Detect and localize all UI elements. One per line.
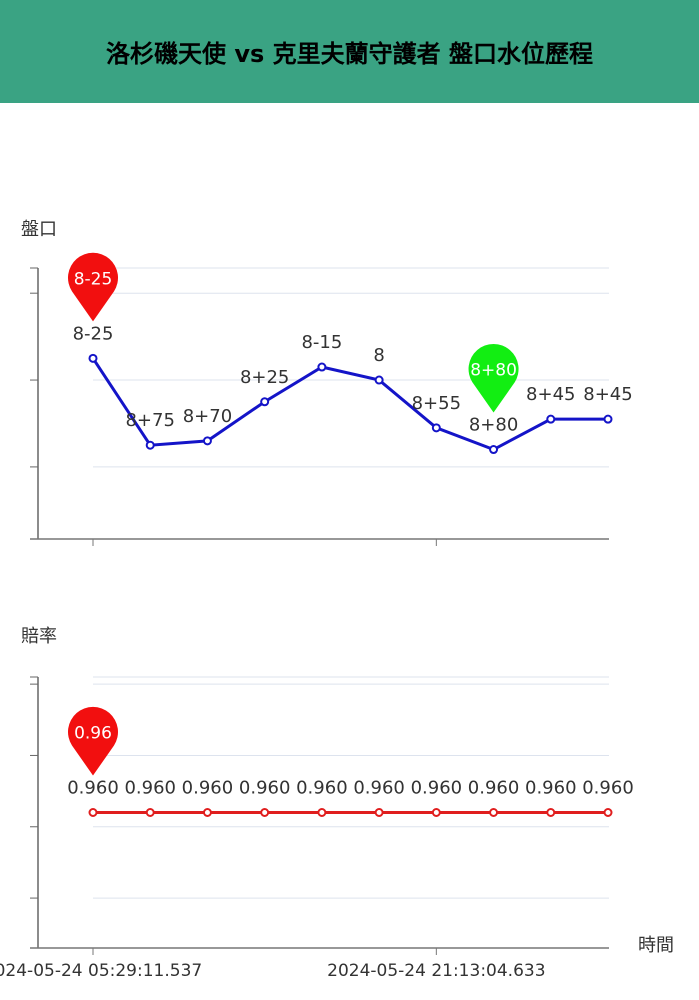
x-tick-label: 2024-05-24 05:29:11.537: [0, 961, 202, 981]
data-label: 0.960: [411, 778, 463, 799]
data-label: 8+45: [526, 384, 575, 405]
pin: [67, 252, 118, 322]
point: [489, 445, 499, 455]
data-label: 0.960: [296, 778, 348, 799]
header: 洛杉磯天使 vs 克里夫蘭守護者 盤口水位歷程: [0, 0, 699, 103]
point: [546, 808, 556, 817]
pin-label: 8+80: [470, 361, 517, 381]
point: [202, 436, 212, 446]
point: [145, 440, 155, 450]
y-axis-label: 盤口: [21, 219, 57, 240]
point: [317, 362, 327, 372]
point: [260, 397, 270, 407]
data-label: 0.960: [353, 778, 405, 799]
data-label: 0.960: [239, 778, 291, 799]
data-label: 8+75: [125, 410, 174, 431]
x-tick-label: 2024-05-24 21:13:04.633: [327, 961, 545, 981]
point: [431, 808, 441, 817]
data-label: 0.960: [182, 778, 234, 799]
data-label: 0.960: [525, 778, 577, 799]
x-axis-label: 時間: [638, 935, 674, 956]
pin-label: 0.96: [74, 724, 112, 744]
pin: [68, 706, 118, 776]
point: [489, 808, 499, 817]
y-axis-label: 賠率: [21, 626, 57, 647]
data-label: 8+45: [583, 384, 632, 405]
data-label: 8+80: [469, 415, 518, 436]
data-label: 8: [373, 345, 384, 366]
data-label: 0.960: [582, 778, 634, 799]
page-title: 洛杉磯天使 vs 克里夫蘭守護者 盤口水位歷程: [106, 40, 593, 68]
data-label: 8+25: [240, 367, 289, 388]
point: [431, 423, 441, 433]
point: [374, 375, 384, 385]
point: [145, 808, 155, 817]
pin: [468, 343, 519, 413]
point: [374, 808, 384, 817]
point: [317, 808, 327, 817]
data-label: 0.960: [67, 778, 119, 799]
point: [260, 808, 270, 817]
point: [88, 353, 98, 363]
point: [202, 808, 212, 817]
line: [91, 357, 608, 452]
point: [546, 414, 556, 424]
data-label: 0.960: [468, 778, 520, 799]
point: [603, 808, 613, 817]
data-label: 8+70: [183, 406, 232, 427]
data-label: 8-25: [73, 323, 114, 344]
data-label: 8-15: [301, 332, 342, 353]
point: [88, 808, 98, 817]
pin-label: 8-25: [74, 269, 113, 289]
data-label: 0.960: [124, 778, 176, 799]
point: [603, 414, 613, 424]
data-label: 8+55: [412, 393, 461, 414]
